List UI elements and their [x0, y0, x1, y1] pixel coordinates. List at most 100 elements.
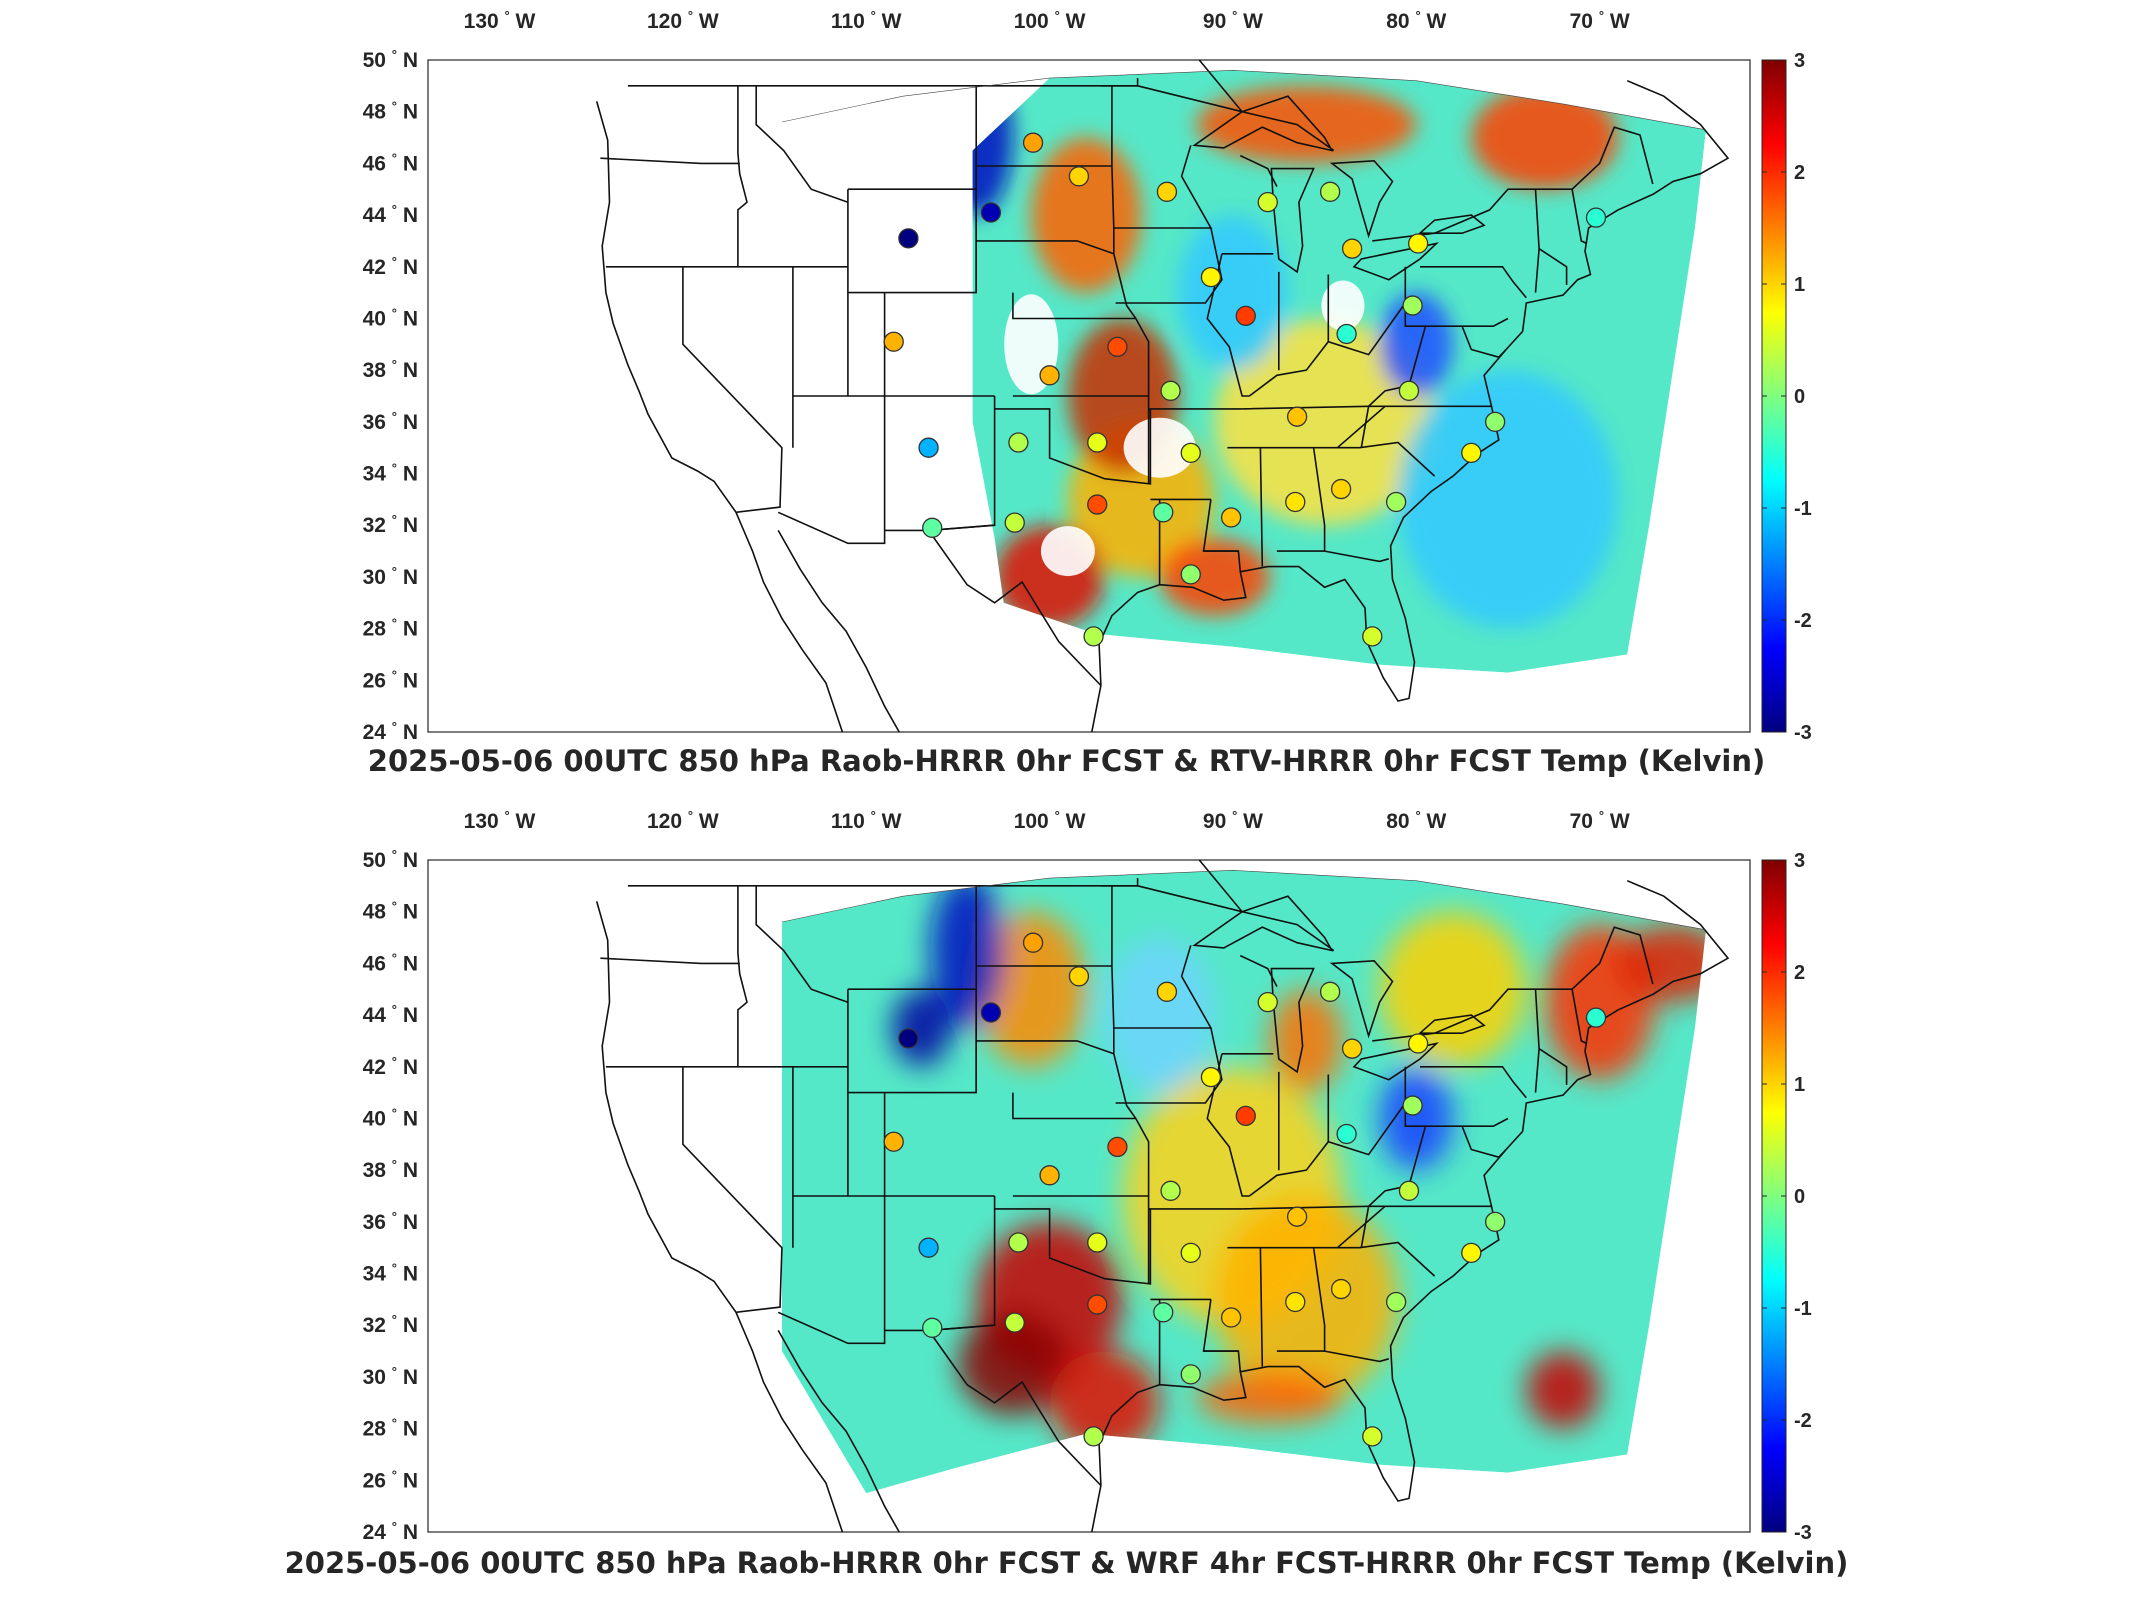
- station-marker[interactable]: [1286, 1206, 1308, 1227]
- station-marker[interactable]: [1107, 336, 1128, 358]
- station-marker[interactable]: [1156, 981, 1178, 1002]
- station-marker[interactable]: [1336, 1123, 1357, 1145]
- lon-tick-label: 120 ° W: [647, 8, 719, 33]
- station-marker[interactable]: [1180, 442, 1201, 464]
- station-marker[interactable]: [1362, 626, 1383, 647]
- station-marker[interactable]: [980, 202, 1002, 223]
- station-marker[interactable]: [1083, 626, 1104, 647]
- station-marker[interactable]: [1341, 238, 1363, 259]
- station-marker[interactable]: [1087, 1294, 1108, 1315]
- station-marker[interactable]: [922, 1317, 943, 1338]
- colorbar-tick-label: -1: [1794, 498, 1812, 520]
- station-marker[interactable]: [1341, 1038, 1363, 1059]
- station-marker[interactable]: [1153, 1302, 1174, 1323]
- station-marker[interactable]: [1022, 932, 1044, 953]
- station-markers: [883, 132, 1607, 647]
- station-marker[interactable]: [1285, 491, 1306, 513]
- station-marker[interactable]: [980, 1002, 1002, 1023]
- station-marker[interactable]: [1362, 1426, 1383, 1447]
- station-marker[interactable]: [1484, 411, 1506, 432]
- bottom-panel-title: 2025-05-06 00UTC 850 hPa Raob-HRRR 0hr F…: [284, 1546, 1849, 1580]
- station-marker[interactable]: [1022, 132, 1044, 153]
- station-marker[interactable]: [1180, 1364, 1201, 1385]
- bottom-panel: 130 ° W 120 ° W 110 ° W 100 ° W 90 ° W 80 ° W…: [0, 800, 2133, 1600]
- station-marker[interactable]: [1008, 1232, 1029, 1253]
- station-marker[interactable]: [1083, 1426, 1104, 1447]
- lat-tick-label: 44 ° N: [363, 202, 418, 227]
- lon-tick-label: 70 ° W: [1570, 808, 1630, 833]
- station-marker[interactable]: [1160, 380, 1181, 401]
- station-marker[interactable]: [1385, 491, 1407, 513]
- station-markers: [883, 932, 1607, 1447]
- lon-tick-label: 100 ° W: [1014, 8, 1086, 33]
- station-marker[interactable]: [1461, 1242, 1482, 1264]
- station-marker[interactable]: [1087, 432, 1108, 453]
- station-marker[interactable]: [1087, 494, 1108, 515]
- station-marker[interactable]: [1235, 1105, 1256, 1127]
- lat-tick-label: 48 ° N: [363, 899, 418, 924]
- station-marker[interactable]: [898, 228, 919, 249]
- lon-tick-label: 80 ° W: [1386, 808, 1446, 833]
- station-marker[interactable]: [1004, 512, 1025, 533]
- station-marker[interactable]: [922, 517, 943, 538]
- lon-tick-label: 110 ° W: [831, 808, 902, 833]
- colorbar-tick-label: -2: [1794, 1410, 1812, 1432]
- station-marker[interactable]: [1286, 406, 1308, 427]
- station-marker[interactable]: [1068, 966, 1090, 987]
- station-marker[interactable]: [1160, 1180, 1181, 1201]
- colorbar-tick-label: 3: [1794, 850, 1805, 872]
- station-marker[interactable]: [1039, 1165, 1060, 1186]
- temperature-field: [781, 870, 1706, 1494]
- station-marker[interactable]: [1484, 1211, 1506, 1232]
- lat-tick-label: 36 ° N: [363, 1209, 418, 1234]
- lat-tick-label: 44 ° N: [363, 1002, 418, 1027]
- lat-tick-label: 32 ° N: [363, 1312, 418, 1337]
- lat-tick-label: 42 ° N: [363, 254, 418, 279]
- station-marker[interactable]: [1407, 233, 1429, 254]
- station-marker[interactable]: [1330, 478, 1352, 500]
- station-marker[interactable]: [1068, 166, 1090, 187]
- station-marker[interactable]: [1319, 981, 1341, 1002]
- lat-tick-label: 50 ° N: [363, 47, 418, 72]
- lat-tick-label: 28 ° N: [363, 1416, 418, 1441]
- station-marker[interactable]: [1285, 1291, 1306, 1313]
- station-marker[interactable]: [1156, 181, 1178, 202]
- station-marker[interactable]: [883, 331, 904, 352]
- station-marker[interactable]: [1585, 1007, 1607, 1028]
- station-marker[interactable]: [1107, 1136, 1128, 1158]
- station-marker[interactable]: [918, 437, 939, 458]
- lat-tick-label: 36 ° N: [363, 409, 418, 434]
- station-marker[interactable]: [1407, 1033, 1429, 1054]
- station-marker[interactable]: [1008, 432, 1029, 453]
- station-marker[interactable]: [1402, 1095, 1423, 1116]
- station-marker[interactable]: [1004, 1312, 1025, 1333]
- station-marker[interactable]: [1153, 502, 1174, 523]
- station-marker[interactable]: [1461, 442, 1482, 464]
- station-marker[interactable]: [1220, 507, 1242, 528]
- station-marker[interactable]: [1087, 1232, 1108, 1253]
- station-marker[interactable]: [1402, 295, 1423, 316]
- station-marker[interactable]: [1220, 1307, 1242, 1328]
- station-marker[interactable]: [1336, 323, 1357, 345]
- station-marker[interactable]: [1257, 192, 1278, 213]
- lat-tick-label: 50 ° N: [363, 847, 418, 872]
- lat-tick-label: 40 ° N: [363, 1105, 418, 1130]
- station-marker[interactable]: [1398, 1180, 1420, 1201]
- station-marker[interactable]: [1200, 266, 1222, 288]
- station-marker[interactable]: [1039, 365, 1060, 386]
- station-marker[interactable]: [1200, 1066, 1222, 1088]
- station-marker[interactable]: [1385, 1291, 1407, 1313]
- station-marker[interactable]: [883, 1131, 904, 1152]
- station-marker[interactable]: [1398, 380, 1420, 401]
- station-marker[interactable]: [1319, 181, 1341, 202]
- station-marker[interactable]: [1180, 564, 1201, 585]
- station-marker[interactable]: [918, 1237, 939, 1258]
- station-marker[interactable]: [898, 1028, 919, 1049]
- colorbar-tick-label: 0: [1794, 386, 1805, 408]
- station-marker[interactable]: [1235, 305, 1256, 327]
- station-marker[interactable]: [1180, 1242, 1201, 1264]
- station-marker[interactable]: [1585, 207, 1607, 228]
- station-marker[interactable]: [1257, 992, 1278, 1013]
- lat-tick-label: 40 ° N: [363, 305, 418, 330]
- station-marker[interactable]: [1330, 1278, 1352, 1300]
